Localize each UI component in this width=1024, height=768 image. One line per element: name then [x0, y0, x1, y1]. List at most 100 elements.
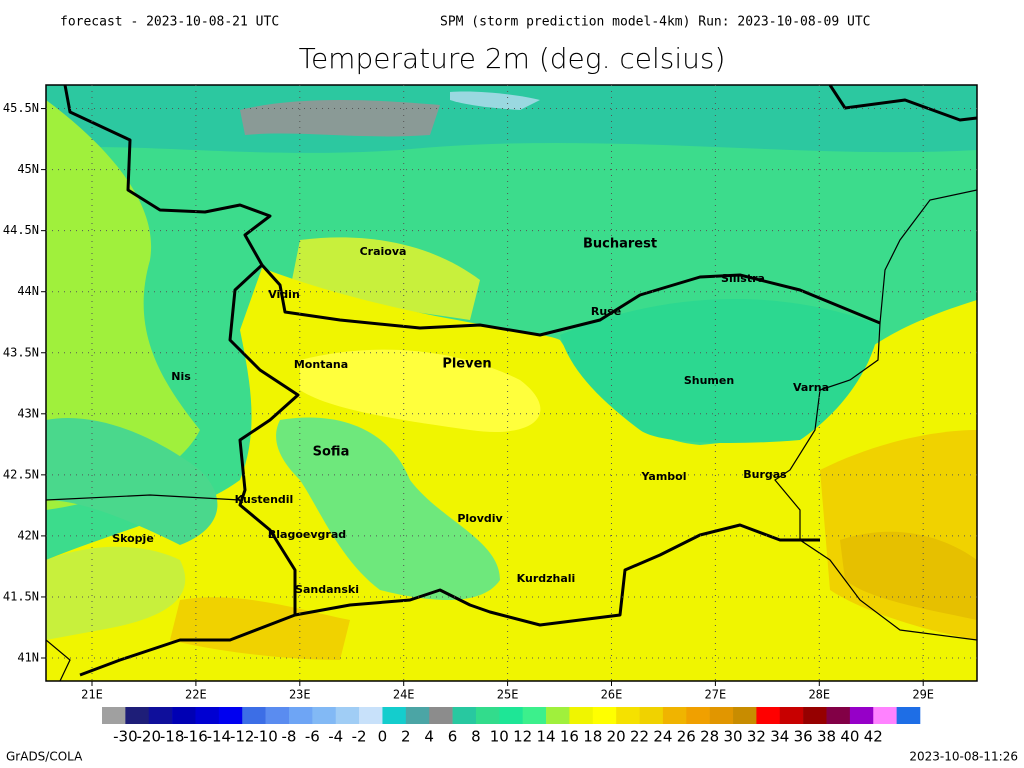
colorbar-box	[662, 707, 687, 724]
lon-tick-label: 24E	[393, 688, 415, 702]
colorbar-box	[359, 707, 383, 724]
colorbar-label: 24	[653, 728, 672, 746]
lon-tick-label: 25E	[497, 688, 519, 702]
colorbar: -30-20-18-16-14-12-10 -8 -6 -4 -2 0 2 4 6 8 10 12 14…	[102, 707, 921, 746]
colorbar-label: 8	[471, 728, 481, 746]
city-label: Shumen	[684, 374, 734, 387]
city-label: Burgas	[743, 468, 787, 481]
lon-tick-label: 23E	[289, 688, 311, 702]
colorbar-box	[475, 707, 500, 724]
colorbar-label: -10	[253, 728, 278, 746]
map-title: Temperature 2m (deg. celsius)	[299, 42, 726, 75]
colorbar-label: 42	[864, 728, 883, 746]
colorbar-label: 18	[583, 728, 602, 746]
colorbar-box	[686, 707, 710, 724]
colorbar-box	[639, 707, 664, 724]
colorbar-label: 38	[817, 728, 836, 746]
colorbar-label: 4	[424, 728, 434, 746]
lon-tick-label: 27E	[705, 688, 727, 702]
colorbar-box	[242, 707, 266, 724]
colorbar-box	[102, 707, 126, 724]
city-labels: Craiova Bucharest Silistra Vidin Ruse Montana…	[112, 237, 829, 597]
colorbar-box	[546, 707, 570, 724]
temperature-field	[46, 85, 977, 681]
colorbar-label: 26	[677, 728, 696, 746]
city-label: Craiova	[360, 245, 407, 258]
city-label: Skopje	[112, 532, 154, 545]
colorbar-label: -14	[207, 728, 232, 746]
lat-tick-label: 42N	[17, 528, 39, 542]
colorbar-box	[803, 707, 827, 724]
city-label: Montana	[294, 358, 348, 371]
colorbar-box	[569, 707, 594, 724]
colorbar-label: -8	[281, 728, 296, 746]
colorbar-box	[265, 707, 290, 724]
forecast-time: forecast - 2023-10-08-21 UTC	[60, 15, 279, 30]
city-label: Plovdiv	[457, 512, 503, 525]
lon-tick-label: 29E	[912, 688, 934, 702]
colorbar-box	[592, 707, 617, 724]
city-label: Yambol	[640, 470, 686, 483]
city-label: Kustendil	[235, 493, 294, 506]
colorbar-box	[733, 707, 757, 724]
lat-tick-label: 41.5N	[3, 589, 39, 603]
lon-tick-label: 22E	[185, 688, 207, 702]
run-info: SPM (storm prediction model-4km) Run: 20…	[440, 15, 870, 30]
colorbar-label: 22	[630, 728, 649, 746]
colorbar-box	[499, 707, 523, 724]
timestamp: 2023-10-08-11:26	[909, 750, 1018, 764]
colorbar-label: 28	[700, 728, 719, 746]
lat-tick-label: 45.5N	[3, 101, 39, 115]
colorbar-label: -30	[113, 728, 138, 746]
credit: GrADS/COLA	[6, 750, 83, 764]
colorbar-box	[125, 707, 150, 724]
lon-tick-label: 28E	[808, 688, 830, 702]
colorbar-box	[709, 707, 734, 724]
colorbar-label: 16	[560, 728, 579, 746]
lat-tick-label: 44N	[17, 284, 39, 298]
borders	[46, 85, 977, 681]
city-label: Pleven	[442, 357, 491, 372]
colorbar-label: 40	[840, 728, 859, 746]
city-label: Blagoevgrad	[268, 528, 346, 541]
colorbar-box	[616, 707, 640, 724]
colorbar-label: 36	[794, 728, 813, 746]
colorbar-box	[382, 707, 407, 724]
colorbar-label: -12	[230, 728, 255, 746]
city-label: Sandanski	[295, 583, 359, 596]
lat-tick-label: 45N	[17, 162, 39, 176]
colorbar-label: 6	[448, 728, 458, 746]
colorbar-box	[288, 707, 313, 724]
lon-tick-label: 26E	[601, 688, 623, 702]
colorbar-box	[312, 707, 337, 724]
colorbar-box	[826, 707, 851, 724]
colorbar-box	[779, 707, 804, 724]
colorbar-box	[873, 707, 897, 724]
colorbar-label: 0	[378, 728, 388, 746]
colorbar-label: 30	[723, 728, 742, 746]
city-label: Nis	[171, 370, 191, 383]
lat-tick-label: 41N	[17, 651, 39, 665]
city-label: Varna	[793, 381, 829, 394]
lat-tick-label: 42.5N	[3, 467, 39, 481]
colorbar-box	[849, 707, 874, 724]
lat-tick-label: 43.5N	[3, 345, 39, 359]
colorbar-label: 12	[513, 728, 532, 746]
colorbar-box	[172, 707, 196, 724]
city-label: Kurdzhali	[517, 572, 576, 585]
colorbar-label: -20	[136, 728, 161, 746]
map-frame	[45, 84, 978, 682]
city-label: Vidin	[268, 288, 300, 301]
city-label: Silistra	[721, 272, 765, 285]
colorbar-box	[896, 707, 921, 724]
colorbar-label: -4	[328, 728, 343, 746]
colorbar-label: 2	[401, 728, 411, 746]
colorbar-box	[195, 707, 220, 724]
colorbar-box	[452, 707, 477, 724]
colorbar-label: 10	[490, 728, 509, 746]
colorbar-label: 14	[537, 728, 556, 746]
colorbar-label: 34	[770, 728, 789, 746]
colorbar-label: 20	[607, 728, 626, 746]
colorbar-label: -18	[160, 728, 185, 746]
